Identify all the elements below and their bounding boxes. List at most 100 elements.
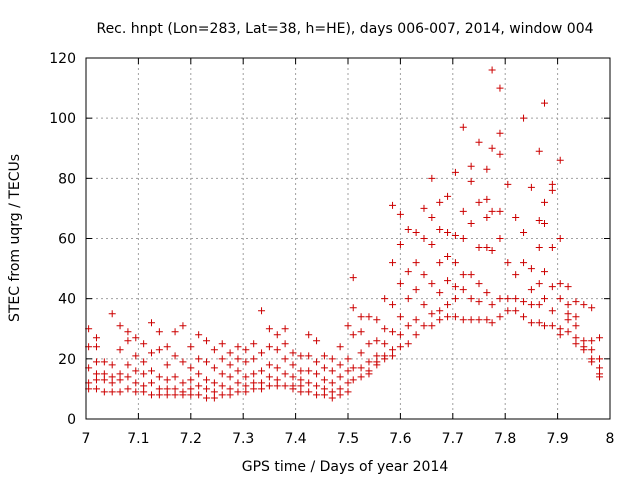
data-point xyxy=(365,340,373,348)
data-point xyxy=(488,247,496,255)
data-point xyxy=(163,361,171,369)
data-point xyxy=(451,231,459,239)
data-point xyxy=(344,379,352,387)
data-point xyxy=(381,355,389,363)
y-tick-label: 40 xyxy=(58,292,76,308)
data-point xyxy=(436,316,444,324)
data-point xyxy=(475,298,483,306)
data-point xyxy=(140,382,148,390)
data-point xyxy=(336,391,344,399)
data-point xyxy=(520,228,528,236)
data-point xyxy=(124,373,132,381)
data-point xyxy=(548,322,556,330)
data-point xyxy=(289,349,297,357)
data-point xyxy=(344,322,352,330)
data-point xyxy=(218,355,226,363)
x-tick-label: 7.5 xyxy=(337,431,359,447)
data-point xyxy=(226,361,234,369)
data-point xyxy=(234,343,242,351)
data-point xyxy=(548,244,556,252)
y-axis-ticks: 0 20 40 60 80 100 120 xyxy=(49,51,610,428)
data-point xyxy=(203,376,211,384)
data-point xyxy=(381,295,389,303)
x-tick-label: 7.6 xyxy=(389,431,411,447)
data-point xyxy=(140,340,148,348)
data-point xyxy=(483,244,491,252)
data-point xyxy=(588,337,596,345)
data-point xyxy=(475,244,483,252)
data-point xyxy=(171,352,179,360)
data-point xyxy=(328,379,336,387)
data-point xyxy=(273,376,281,384)
y-tick-label: 80 xyxy=(58,171,76,187)
y-tick-label: 0 xyxy=(67,412,76,428)
data-point xyxy=(373,337,381,345)
data-point xyxy=(564,328,572,336)
data-point xyxy=(148,379,155,387)
data-point xyxy=(234,367,242,375)
data-point xyxy=(420,301,428,309)
y-tick-label: 100 xyxy=(49,111,76,127)
data-point xyxy=(496,84,504,92)
data-point xyxy=(475,198,483,206)
chart-title: Rec. hnpt (Lon=283, Lat=38, h=HE), days … xyxy=(96,21,593,37)
data-point xyxy=(313,382,321,390)
data-point xyxy=(187,376,195,384)
data-point xyxy=(163,391,171,399)
data-point xyxy=(496,313,504,321)
data-point xyxy=(116,346,124,354)
data-point xyxy=(320,391,328,399)
data-point xyxy=(281,340,289,348)
data-point xyxy=(258,379,266,387)
data-point xyxy=(420,271,428,279)
data-point xyxy=(596,364,604,372)
data-point xyxy=(313,358,321,366)
data-point xyxy=(564,310,572,318)
data-point xyxy=(541,219,548,227)
data-point xyxy=(92,376,100,384)
data-point xyxy=(250,370,258,378)
data-point xyxy=(404,295,412,303)
data-point xyxy=(428,241,436,249)
data-point xyxy=(349,331,357,339)
data-point xyxy=(148,349,155,357)
data-point xyxy=(535,147,543,155)
data-point xyxy=(187,385,195,393)
data-point xyxy=(132,352,140,360)
data-point xyxy=(572,334,580,342)
data-point xyxy=(504,307,512,315)
data-point xyxy=(548,307,556,315)
data-point xyxy=(313,391,321,399)
data-point xyxy=(179,358,187,366)
data-point xyxy=(451,168,459,176)
data-point xyxy=(195,331,203,339)
data-point xyxy=(328,394,336,402)
data-point xyxy=(289,361,297,369)
data-point xyxy=(92,385,100,393)
data-point xyxy=(124,337,132,345)
data-point xyxy=(488,319,496,327)
data-point xyxy=(344,367,352,375)
data-point xyxy=(527,286,535,294)
data-point xyxy=(132,334,140,342)
data-point xyxy=(357,313,365,321)
data-point xyxy=(444,277,452,285)
data-point xyxy=(396,343,404,351)
data-point xyxy=(412,286,420,294)
data-point xyxy=(564,316,572,324)
data-point xyxy=(357,328,365,336)
data-point xyxy=(381,340,389,348)
data-point xyxy=(467,271,475,279)
data-point xyxy=(428,310,436,318)
y-tick-label: 20 xyxy=(58,352,76,368)
data-point xyxy=(389,346,397,354)
data-point xyxy=(396,313,404,321)
data-point xyxy=(512,295,520,303)
data-point xyxy=(242,358,250,366)
data-point xyxy=(116,370,124,378)
data-point xyxy=(100,358,108,366)
data-point xyxy=(226,349,234,357)
data-point xyxy=(265,382,273,390)
data-point xyxy=(250,385,258,393)
